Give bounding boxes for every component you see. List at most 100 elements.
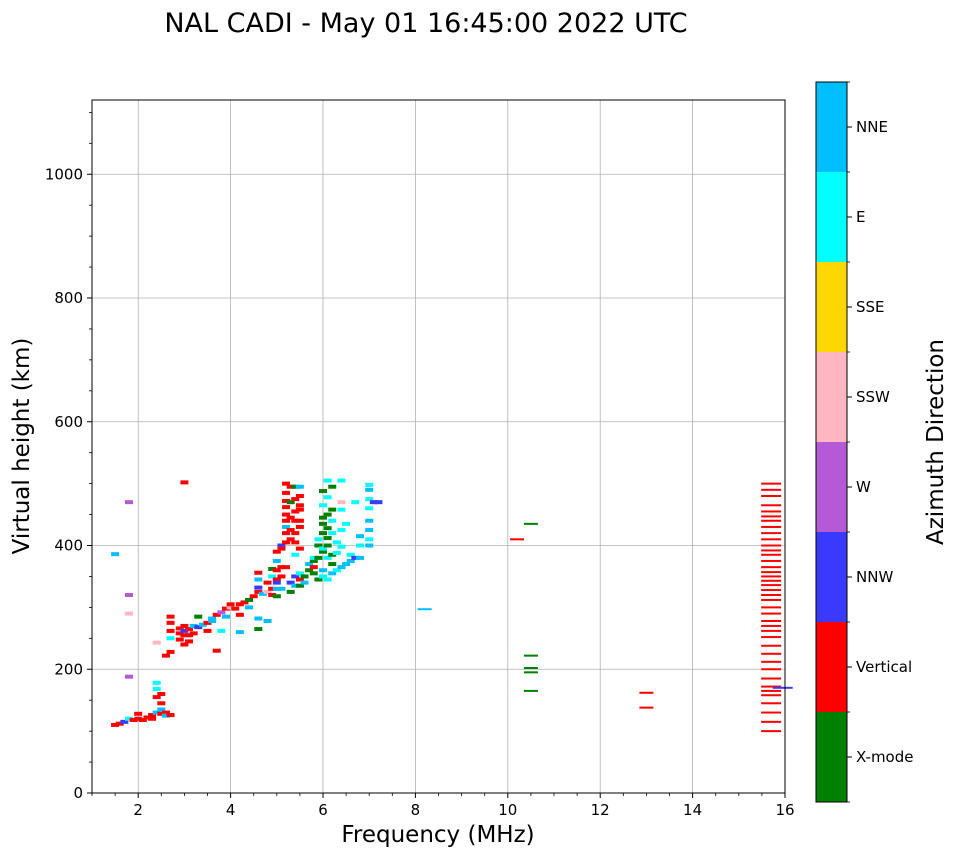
data-point — [523, 689, 538, 692]
data-point — [355, 534, 364, 539]
data-point — [305, 562, 314, 567]
data-point — [198, 622, 207, 627]
data-point — [157, 707, 166, 712]
data-point — [124, 500, 133, 505]
data-point — [231, 606, 240, 611]
data-point — [355, 543, 364, 548]
data-point — [342, 521, 351, 526]
data-point — [761, 668, 782, 671]
data-point — [319, 546, 327, 551]
data-point — [157, 701, 166, 706]
data-point — [286, 537, 295, 542]
x-tick-label: 8 — [411, 801, 421, 819]
data-point — [761, 553, 782, 556]
data-point — [761, 624, 782, 627]
data-point — [282, 498, 291, 503]
data-point — [245, 597, 254, 602]
data-point — [314, 537, 323, 542]
data-point — [272, 577, 281, 582]
data-point — [761, 584, 782, 587]
data-point — [761, 598, 782, 601]
data-point — [185, 639, 194, 644]
data-point — [365, 528, 374, 533]
data-point — [761, 488, 782, 491]
data-point — [295, 503, 304, 508]
colorbar-tick-label: X-mode — [856, 748, 913, 766]
data-points — [111, 478, 793, 733]
colorbar-segment — [816, 532, 847, 622]
data-point — [152, 680, 161, 685]
data-point — [124, 611, 133, 616]
data-point — [319, 549, 327, 554]
data-point — [761, 694, 782, 697]
data-point — [152, 710, 161, 715]
colorbar-segment — [816, 172, 847, 262]
data-point — [272, 568, 281, 573]
data-point — [286, 580, 295, 585]
data-point — [282, 505, 291, 510]
data-point — [254, 589, 263, 594]
y-tick-label: 400 — [54, 537, 83, 555]
x-tick-label: 10 — [498, 801, 517, 819]
colorbar-segment — [816, 352, 847, 442]
data-point — [291, 518, 300, 523]
data-point — [235, 630, 244, 635]
data-point — [282, 490, 291, 495]
data-point — [291, 497, 300, 502]
data-point — [761, 702, 782, 705]
data-point — [254, 616, 263, 621]
data-point — [208, 616, 217, 621]
y-tick-label: 200 — [54, 660, 83, 678]
y-axis-label: Virtual height (km) — [9, 338, 35, 555]
data-point — [295, 577, 304, 582]
data-point — [124, 716, 133, 721]
data-point — [323, 536, 332, 541]
data-point — [189, 623, 198, 628]
data-point — [272, 549, 281, 554]
data-point — [510, 538, 525, 541]
data-point — [272, 558, 281, 563]
data-point — [254, 570, 263, 575]
data-point — [761, 549, 782, 552]
data-point — [263, 618, 272, 623]
data-point — [523, 654, 538, 657]
data-point — [152, 640, 161, 645]
data-point — [365, 537, 374, 542]
data-point — [272, 586, 281, 591]
data-point — [337, 500, 346, 505]
data-point — [286, 528, 295, 533]
data-point — [138, 717, 147, 722]
data-point — [263, 589, 272, 594]
data-point — [295, 484, 304, 489]
data-point — [323, 512, 332, 517]
data-point — [245, 605, 254, 610]
data-point — [761, 566, 782, 569]
data-point — [761, 689, 782, 692]
data-point — [291, 531, 300, 536]
data-point — [761, 571, 782, 574]
data-point — [282, 540, 291, 545]
plot-frame — [91, 99, 786, 794]
data-point — [323, 478, 332, 483]
data-point — [761, 677, 782, 680]
data-point — [374, 500, 383, 505]
data-point — [124, 674, 133, 679]
x-tick-label: 12 — [591, 801, 610, 819]
colorbar-tick-label: SSW — [856, 388, 890, 406]
data-point — [319, 489, 327, 494]
data-point — [314, 577, 323, 582]
colorbar-segment — [816, 622, 847, 712]
data-point — [639, 706, 654, 709]
data-point — [761, 482, 782, 485]
colorbar-frame — [815, 81, 848, 803]
data-point — [351, 555, 360, 560]
data-point — [300, 580, 309, 585]
data-point — [161, 710, 170, 715]
data-point — [761, 495, 782, 497]
data-point — [295, 583, 304, 588]
data-point — [761, 594, 782, 596]
data-point — [277, 543, 286, 548]
data-point — [761, 532, 782, 535]
data-point — [217, 610, 226, 615]
